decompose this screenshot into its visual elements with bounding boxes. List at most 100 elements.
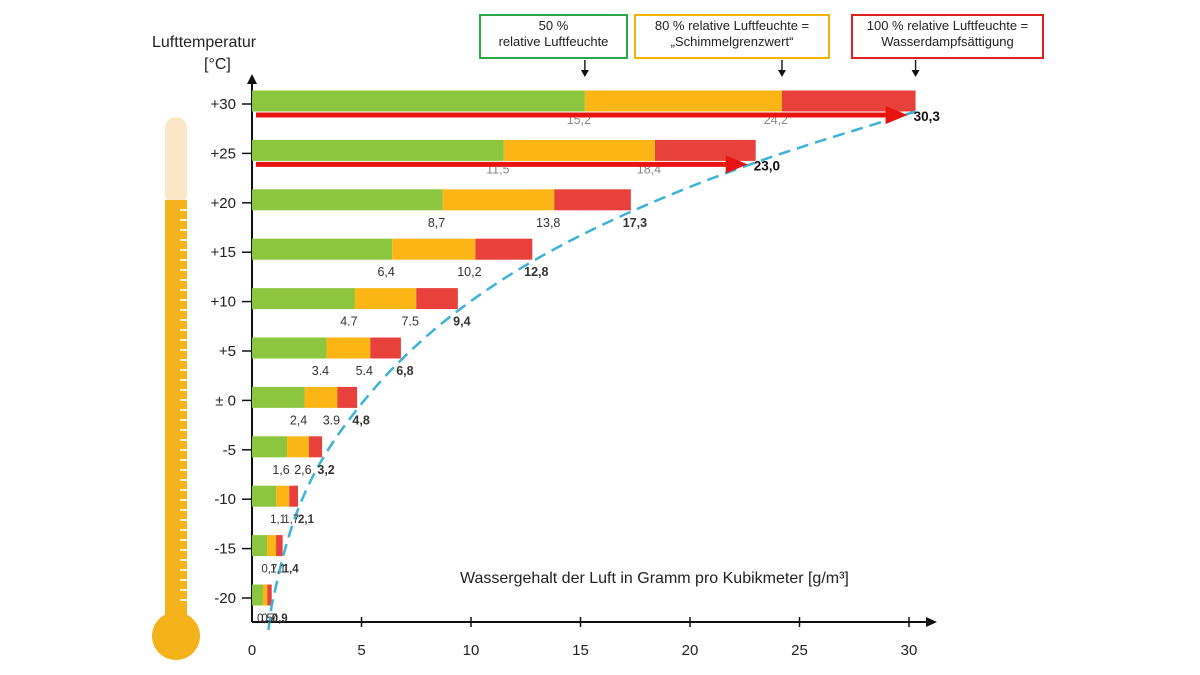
y-tick-label: -20 xyxy=(214,590,236,607)
bar-80-percent xyxy=(326,337,371,359)
value-label-80: 2,6 xyxy=(294,463,311,477)
bar-80-percent xyxy=(276,485,290,507)
value-label-80: 1,7 xyxy=(283,514,299,526)
value-label-50: 0,7 xyxy=(261,564,277,576)
arrow-head xyxy=(885,106,908,124)
value-label-80: 1,1 xyxy=(270,564,286,576)
bar-100-percent xyxy=(554,189,631,211)
y-tick-label: +30 xyxy=(211,96,236,113)
value-label-100: 4,8 xyxy=(352,413,369,427)
value-label-80: 5.4 xyxy=(356,364,373,378)
legend-rh100-line2: Wasserdampfsättigung xyxy=(881,34,1014,49)
bar-100-percent xyxy=(267,584,272,606)
y-tick-label: -15 xyxy=(214,541,236,558)
x-tick-label: 0 xyxy=(248,642,256,659)
y-tick-label: -5 xyxy=(223,442,236,459)
legend-rh80-line2: „Schimmelgrenzwert“ xyxy=(670,34,794,49)
thermometer-bulb xyxy=(152,612,200,660)
bar-80-percent xyxy=(287,436,309,458)
bar-80-percent xyxy=(503,139,655,161)
value-label-100: 6,8 xyxy=(396,364,413,378)
y-axis-arrowhead xyxy=(247,74,257,84)
bar-50-percent xyxy=(252,436,288,458)
bar-50-percent xyxy=(252,139,504,161)
bar-50-percent xyxy=(252,485,277,507)
thermometer-tube-top xyxy=(165,117,187,205)
y-tick-label: +20 xyxy=(211,195,236,212)
bar-100-percent xyxy=(654,139,756,161)
saturation-curve xyxy=(267,110,916,631)
value-label-80: 13,8 xyxy=(536,216,560,230)
bar-100-percent xyxy=(416,288,458,310)
thermometer-tube xyxy=(165,200,187,620)
x-tick-label: 25 xyxy=(791,642,808,659)
legend-rh100: 100 % relative Luftfeuchte = Wasserdampf… xyxy=(851,14,1044,59)
legend-rh50-line1: 50 % xyxy=(538,18,569,33)
thermometer xyxy=(152,117,200,660)
value-label-100: 3,2 xyxy=(317,463,334,477)
x-tick-label: 10 xyxy=(463,642,480,659)
value-label-50: 6,4 xyxy=(377,265,394,279)
legend-pointer-head xyxy=(777,70,786,77)
value-label-50: 8,7 xyxy=(428,216,445,230)
x-axis-title: Wassergehalt der Luft in Gramm pro Kubik… xyxy=(460,570,849,587)
bar-80-percent xyxy=(354,288,417,310)
bar-50-percent xyxy=(252,584,263,606)
value-label-100: 1,4 xyxy=(283,564,300,576)
value-label-100: 17,3 xyxy=(623,216,647,230)
legend-rh80: 80 % relative Luftfeuchte = „Schimmelgre… xyxy=(634,14,830,59)
bar-100-percent xyxy=(276,535,283,557)
legend-rh50: 50 % relative Luftfeuchte xyxy=(479,14,628,59)
bar-100-percent xyxy=(370,337,401,359)
value-label-50: 1,6 xyxy=(272,463,289,477)
value-label-100: 12,8 xyxy=(524,265,548,279)
y-axis-unit: [°C] xyxy=(204,56,231,73)
bar-80-percent xyxy=(267,535,277,557)
y-tick-label: +5 xyxy=(219,343,236,360)
value-label-50: 0,5 xyxy=(257,613,273,625)
value-label-100: 9,4 xyxy=(453,315,470,329)
x-tick-label: 20 xyxy=(682,642,699,659)
value-label-100: 0,9 xyxy=(272,613,288,625)
bar-50-percent xyxy=(252,337,327,359)
bar-50-percent xyxy=(252,288,355,310)
bar-50-percent xyxy=(252,189,443,211)
x-tick-label: 5 xyxy=(357,642,365,659)
bar-50-percent xyxy=(252,238,393,260)
bar-100-percent xyxy=(337,386,358,408)
x-tick-label: 15 xyxy=(572,642,589,659)
legend-rh100-line1: 100 % relative Luftfeuchte = xyxy=(866,18,1029,33)
value-label-50: 1,1 xyxy=(270,514,286,526)
bar-80-percent xyxy=(584,90,782,112)
x-tick-label: 30 xyxy=(901,642,918,659)
legend-pointer-head xyxy=(580,70,589,77)
value-label-100: 2,1 xyxy=(298,514,315,526)
bar-100-percent xyxy=(475,238,533,260)
y-tick-label: +10 xyxy=(211,294,236,311)
legend-pointer-head xyxy=(911,70,920,77)
arrow-head xyxy=(725,155,748,174)
arrow-value-label: 23,0 xyxy=(754,158,780,173)
bar-80-percent xyxy=(392,238,476,260)
bar-100-percent xyxy=(781,90,916,112)
y-tick-label: ± 0 xyxy=(215,392,236,409)
arrow-value-label: 30,3 xyxy=(914,109,941,124)
bar-100-percent xyxy=(308,436,323,458)
bar-50-percent xyxy=(252,90,585,112)
y-tick-label: -10 xyxy=(214,491,236,508)
value-label-80: 3.9 xyxy=(323,413,340,427)
bar-50-percent xyxy=(252,386,305,408)
x-axis-arrowhead xyxy=(926,617,937,627)
y-tick-label: +25 xyxy=(211,145,236,162)
legend-rh80-line1: 80 % relative Luftfeuchte = xyxy=(654,18,810,33)
value-label-50: 3.4 xyxy=(312,364,329,378)
y-tick-label: +15 xyxy=(211,244,236,261)
bar-100-percent xyxy=(289,485,298,507)
value-label-80: 10,2 xyxy=(457,265,481,279)
value-label-80: 0,7 xyxy=(261,613,277,625)
legend-rh50-line2: relative Luftfeuchte xyxy=(498,34,609,49)
bar-50-percent xyxy=(252,535,268,557)
value-label-80: 7.5 xyxy=(402,315,419,329)
